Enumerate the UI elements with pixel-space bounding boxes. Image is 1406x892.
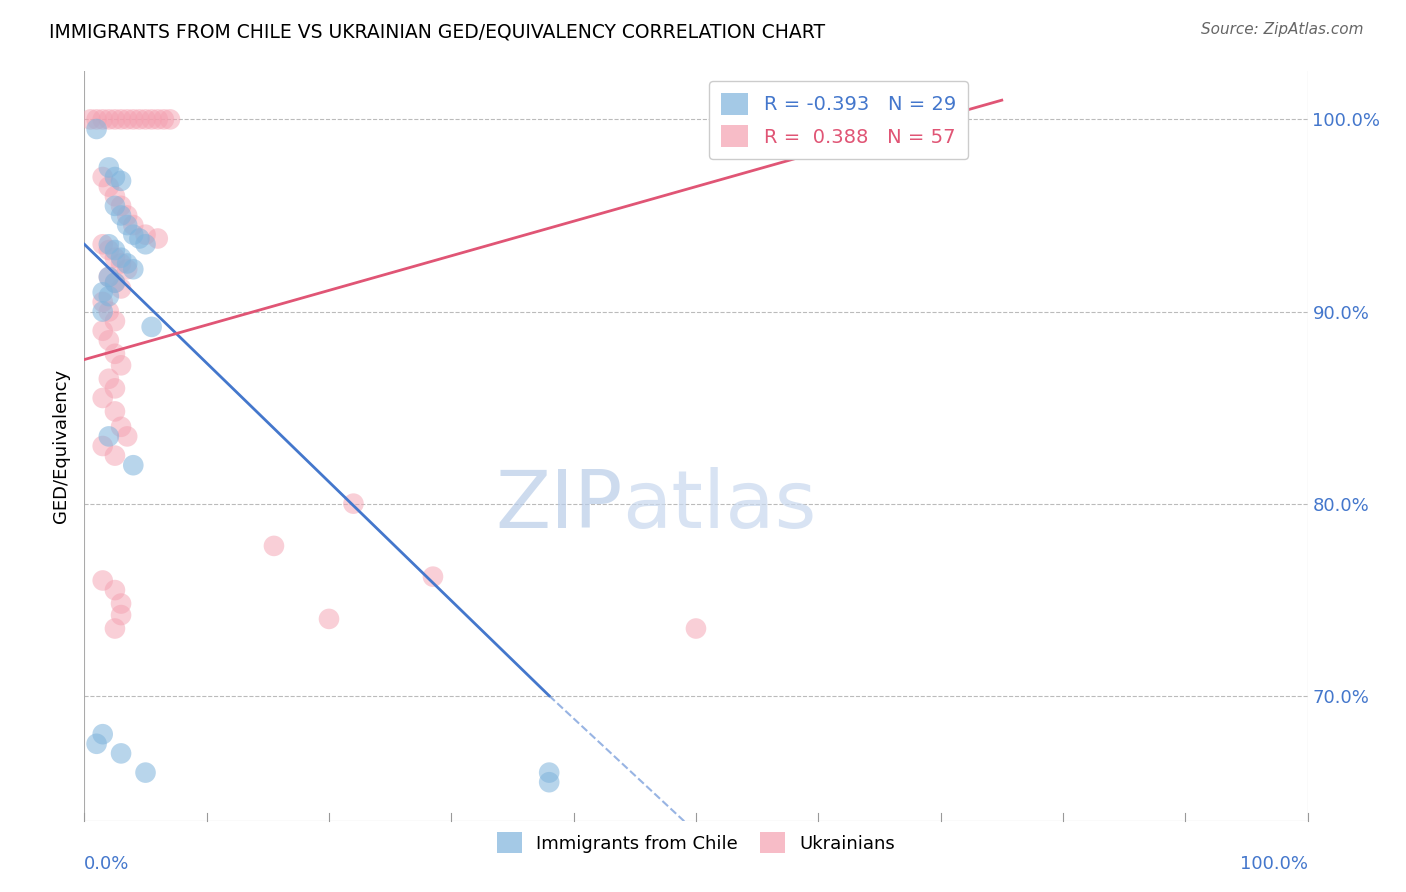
Text: atlas: atlas: [623, 467, 817, 545]
Point: [91, 294, 114, 309]
Point: [122, 227, 145, 242]
Point: [104, 622, 127, 636]
Point: [342, 497, 364, 511]
Point: [104, 189, 127, 203]
Point: [104, 449, 127, 463]
Point: [79, 112, 101, 127]
Point: [135, 765, 157, 780]
Point: [104, 404, 127, 418]
Point: [146, 231, 169, 245]
Point: [159, 112, 181, 127]
Point: [318, 612, 340, 626]
Point: [91, 304, 114, 318]
Point: [122, 458, 145, 473]
Point: [97, 304, 120, 318]
Point: [115, 256, 138, 270]
Point: [91, 574, 114, 588]
Point: [104, 243, 127, 257]
Point: [110, 281, 132, 295]
Point: [97, 334, 120, 348]
Point: [128, 112, 150, 127]
Text: IMMIGRANTS FROM CHILE VS UKRAINIAN GED/EQUIVALENCY CORRELATION CHART: IMMIGRANTS FROM CHILE VS UKRAINIAN GED/E…: [49, 22, 825, 41]
Point: [86, 112, 108, 127]
Point: [538, 775, 561, 789]
Point: [104, 314, 127, 328]
Point: [135, 237, 157, 252]
Point: [115, 218, 138, 232]
Point: [91, 439, 114, 453]
Point: [104, 169, 127, 184]
Point: [104, 381, 127, 395]
Point: [110, 747, 132, 761]
Point: [115, 429, 138, 443]
Point: [91, 285, 114, 300]
Point: [104, 112, 127, 127]
Point: [104, 199, 127, 213]
Point: [122, 112, 145, 127]
Y-axis label: GED/Equivalency: GED/Equivalency: [52, 369, 70, 523]
Point: [110, 199, 132, 213]
Point: [97, 243, 120, 257]
Text: ZIP: ZIP: [495, 467, 623, 545]
Point: [91, 324, 114, 338]
Point: [91, 112, 114, 127]
Point: [97, 429, 120, 443]
Point: [135, 112, 157, 127]
Point: [831, 112, 853, 127]
Point: [91, 727, 114, 741]
Point: [110, 174, 132, 188]
Point: [104, 276, 127, 290]
Point: [97, 372, 120, 386]
Point: [110, 112, 132, 127]
Point: [685, 622, 707, 636]
Point: [709, 112, 731, 127]
Point: [86, 737, 108, 751]
Text: 100.0%: 100.0%: [1240, 855, 1308, 873]
Point: [122, 218, 145, 232]
Point: [97, 161, 120, 175]
Point: [263, 539, 285, 553]
Point: [97, 269, 120, 284]
Point: [146, 112, 169, 127]
Point: [110, 608, 132, 623]
Point: [115, 209, 138, 223]
Point: [86, 122, 108, 136]
Point: [122, 262, 145, 277]
Point: [91, 169, 114, 184]
Point: [110, 256, 132, 270]
Point: [110, 597, 132, 611]
Point: [110, 251, 132, 265]
Point: [141, 112, 163, 127]
Text: 0.0%: 0.0%: [84, 855, 129, 873]
Point: [91, 391, 114, 405]
Point: [135, 227, 157, 242]
Point: [538, 765, 561, 780]
Point: [115, 262, 138, 277]
Point: [104, 276, 127, 290]
Point: [153, 112, 176, 127]
Point: [422, 569, 444, 583]
Point: [110, 419, 132, 434]
Point: [104, 251, 127, 265]
Point: [97, 112, 120, 127]
Point: [115, 112, 138, 127]
Point: [91, 237, 114, 252]
Point: [97, 179, 120, 194]
Point: [97, 269, 120, 284]
Point: [141, 319, 163, 334]
Legend: Immigrants from Chile, Ukrainians: Immigrants from Chile, Ukrainians: [489, 825, 903, 860]
Point: [97, 289, 120, 303]
Point: [128, 231, 150, 245]
Point: [97, 237, 120, 252]
Point: [110, 209, 132, 223]
Point: [104, 347, 127, 361]
Point: [110, 359, 132, 373]
Point: [104, 583, 127, 598]
Text: Source: ZipAtlas.com: Source: ZipAtlas.com: [1201, 22, 1364, 37]
